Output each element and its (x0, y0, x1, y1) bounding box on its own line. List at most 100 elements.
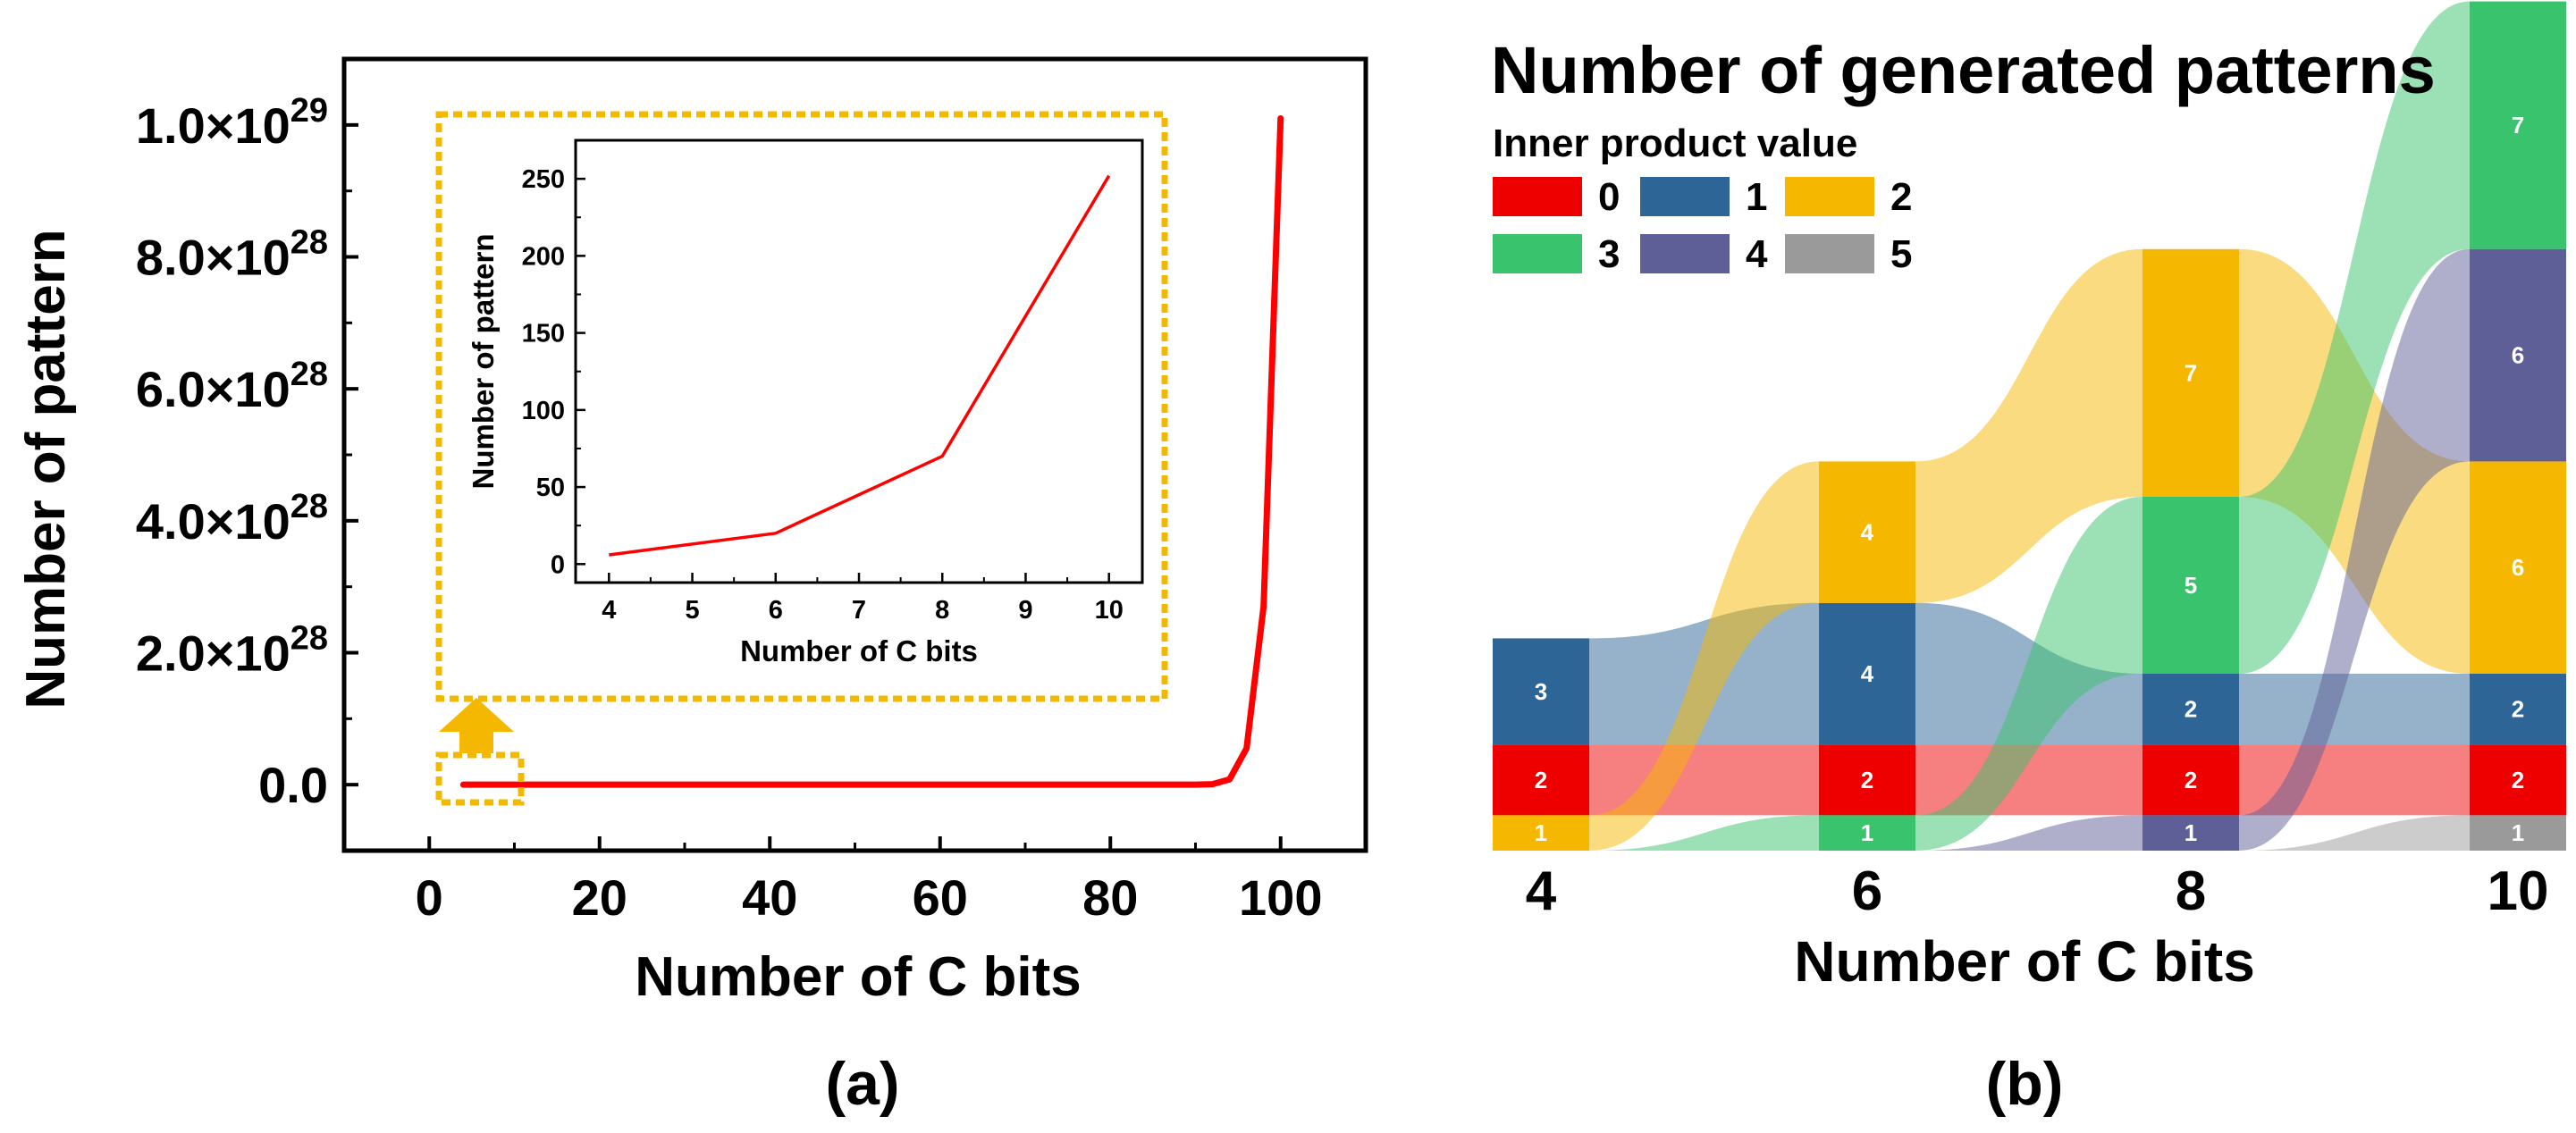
node-value-label: 5 (2185, 572, 2197, 599)
inset-x-tick-label: 6 (769, 596, 783, 625)
panel-b-flows (1589, 1, 2470, 851)
node-bar (1819, 815, 1915, 851)
panel-a-x-tick-label: 80 (1082, 869, 1138, 926)
node-value-label: 2 (1535, 767, 1547, 793)
node-bar (2142, 744, 2239, 816)
inset-series-line (609, 174, 1111, 557)
node-value-label: 7 (2512, 112, 2524, 138)
node-bar (2470, 744, 2566, 816)
inset-y-axis-label: Number of pattern (467, 233, 500, 489)
node-bar (2470, 815, 2566, 851)
node-value-label: 7 (2185, 359, 2197, 386)
flow-band (1589, 461, 1819, 851)
flow-band (1915, 815, 2142, 851)
panel-a-y-tick-label: 0.0 (258, 757, 328, 813)
node-bar (2470, 248, 2566, 462)
panel-a-x-tick-label: 100 (1239, 869, 1322, 926)
panel-b-legend-title: Inner product value (1493, 122, 1857, 165)
legend-label: 3 (1598, 232, 1620, 276)
inset-x-tick-label: 7 (852, 596, 866, 625)
node-value-label: 6 (2512, 342, 2524, 369)
inset-x-tick-label: 9 (1018, 596, 1032, 625)
node-value-label: 4 (1861, 660, 1874, 687)
panel-a-label: (a) (825, 1050, 899, 1118)
panel-a-y-tick-label: 8.0×1028 (136, 224, 328, 286)
node-bar (2470, 1, 2566, 249)
panel-b-nodes: 2 3 1 2 4 4 1 2 2 7 5 1 2 2 6 7 6 1 (1493, 1, 2566, 851)
legend-swatch (1493, 177, 1582, 216)
inset-y-tick-label: 250 (522, 165, 565, 194)
node-value-label: 6 (2512, 554, 2524, 581)
flow-band (2239, 248, 2470, 851)
legend-label: 0 (1598, 175, 1620, 219)
panel-a-plot-area: 0 20 40 60 80 1000.02.0×10284.0×10286.0×10288… (136, 56, 1368, 926)
panel-a-zoom-region-box (435, 751, 525, 806)
node-bar (1819, 744, 1915, 816)
node-value-label: 2 (2185, 767, 2197, 793)
panel-a-zoom-arrow-icon (439, 698, 514, 753)
legend-label: 4 (1746, 232, 1768, 276)
panel-a-x-tick-label: 40 (742, 869, 797, 926)
node-value-label: 2 (2512, 767, 2524, 793)
panel-a-inset-frame (435, 111, 1168, 702)
legend-swatch (1640, 177, 1730, 216)
inset-x-tick-label: 5 (685, 596, 699, 625)
flow-band (2239, 248, 2470, 674)
node-value-label: 4 (1861, 519, 1874, 546)
panel-a-series-line (459, 114, 1284, 788)
legend-label: 2 (1890, 175, 1912, 219)
flow-band (1589, 815, 1819, 851)
node-bar (1493, 638, 1589, 745)
panel-a-y-tick-label: 1.0×1029 (136, 92, 328, 154)
panel-b-legend: 0 1 2 3 4 5 (1493, 175, 1912, 276)
node-value-label: 3 (1535, 678, 1547, 705)
inset-y-tick-label: 150 (522, 320, 565, 348)
legend-swatch (1785, 177, 1874, 216)
node-value-label: 1 (1535, 819, 1547, 846)
panel-b-x-tick-label: 4 (1526, 860, 1557, 922)
panel-b-x-tick-label: 6 (1852, 860, 1882, 922)
panel-a-x-tick-label: 20 (572, 869, 627, 926)
flow-band (1915, 248, 2142, 603)
legend-swatch (1493, 234, 1582, 273)
node-bar (1819, 602, 1915, 745)
inset-y-tick-label: 50 (536, 474, 565, 502)
inset-x-tick-label: 4 (602, 596, 616, 625)
node-bar (2142, 248, 2239, 497)
node-bar (1493, 815, 1589, 851)
inset-y-tick-label: 0 (551, 550, 565, 579)
inset-x-axis-label: Number of C bits (740, 634, 978, 667)
node-bar (2142, 497, 2239, 674)
panel-a-y-axis-label: Number of pattern (15, 229, 77, 709)
node-value-label: 1 (2185, 819, 2197, 846)
node-bar (2142, 674, 2239, 745)
node-value-label: 2 (2185, 696, 2197, 723)
flow-band (2239, 815, 2470, 851)
panel-a-y-tick-label: 4.0×1028 (136, 488, 328, 550)
node-value-label: 1 (1861, 819, 1873, 846)
node-value-label: 1 (2512, 819, 2524, 846)
panel-b-x-ticks: 4 6 8 10 (1526, 860, 2549, 922)
inset-y-tick-label: 100 (522, 397, 565, 425)
panel-a-x-tick-label: 0 (416, 869, 443, 926)
node-bar (2470, 461, 2566, 674)
flow-band (1915, 497, 2142, 851)
panel-b-title: Number of generated patterns (1491, 33, 2436, 107)
node-bar (1819, 461, 1915, 603)
flow-band (2239, 1, 2470, 675)
panel-a-y-tick-label: 6.0×1028 (136, 356, 328, 417)
legend-swatch (1640, 234, 1730, 273)
node-bar (2470, 674, 2566, 745)
inset-x-tick-label: 8 (935, 596, 949, 625)
node-bar (2142, 815, 2239, 851)
legend-label: 1 (1746, 175, 1767, 219)
panel-a-y-tick-label: 2.0×1028 (136, 620, 328, 682)
panel-a-line-chart: 0 20 40 60 80 1000.02.0×10284.0×10286.0×10288… (15, 56, 1368, 1118)
node-value-label: 2 (1861, 767, 1873, 793)
legend-label: 5 (1890, 232, 1912, 276)
node-bar (1493, 744, 1589, 816)
node-value-label: 2 (2512, 696, 2524, 723)
inset-y-tick-label: 200 (522, 242, 565, 271)
